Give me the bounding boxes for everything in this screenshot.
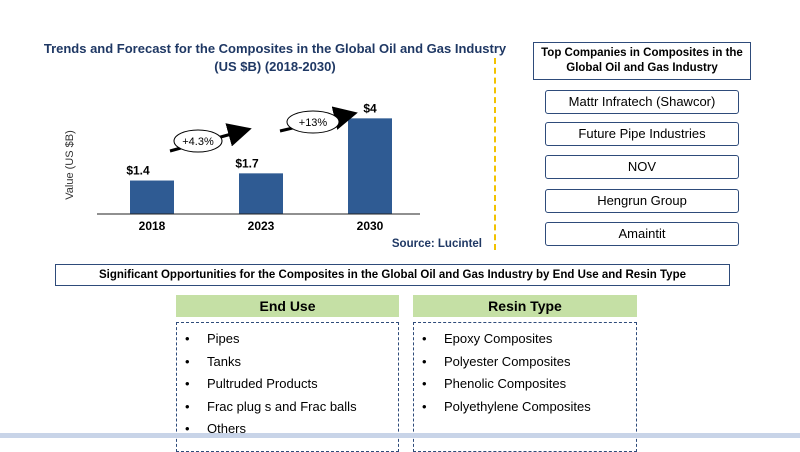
list-item: Tanks [177,351,398,374]
y-axis-label: Value (US $B) [64,130,76,200]
list-item: Pipes [177,328,398,351]
resin-type-heading: Resin Type [413,295,637,317]
x-tick-2030: 2030 [357,219,384,233]
growth-bubble-1 [173,129,223,153]
end-use-list: Pipes Tanks Pultruded Products Frac plug… [177,323,398,441]
chart-title: Trends and Forecast for the Composites i… [43,41,507,74]
list-item: Polyethylene Composites [414,396,636,419]
bar-2018 [130,180,174,214]
bar-2023 [239,173,283,214]
companies-header: Top Companies in Composites in the Globa… [533,42,751,80]
company-amaintit: Amaintit [545,222,739,246]
growth-label-1: +4.3% [182,136,214,148]
bottom-border [0,433,800,438]
growth-label-2: +13% [299,117,328,129]
list-item: Phenolic Composites [414,373,636,396]
data-label-2023: $1.7 [235,156,259,170]
list-item: Epoxy Composites [414,328,636,351]
x-tick-2023: 2023 [248,219,275,233]
list-item: Pultruded Products [177,373,398,396]
end-use-list-box: Pipes Tanks Pultruded Products Frac plug… [176,322,399,452]
end-use-heading: End Use [176,295,399,317]
resin-type-list: Epoxy Composites Polyester Composites Ph… [414,323,636,418]
company-mattr: Mattr Infratech (Shawcor) [545,90,739,114]
list-item: Others [177,418,398,441]
bar-chart: Value (US $B) $1.4 2018 $1.7 2023 $4 2030 +4.3%… [64,101,482,250]
section-divider [494,58,496,250]
chart-source: Source: Lucintel [392,238,482,250]
company-hengrun: Hengrun Group [545,189,739,213]
x-tick-2018: 2018 [139,219,166,233]
data-label-2018: $1.4 [126,164,150,178]
company-nov: NOV [545,155,739,179]
bar-2030 [348,118,392,214]
list-item: Frac plug s and Frac balls [177,396,398,419]
growth-bubble-2 [286,110,340,134]
company-future-pipe: Future Pipe Industries [545,122,739,146]
opportunities-title: Significant Opportunities for the Compos… [55,264,730,286]
list-item: Polyester Composites [414,351,636,374]
data-label-2030: $4 [363,101,377,115]
